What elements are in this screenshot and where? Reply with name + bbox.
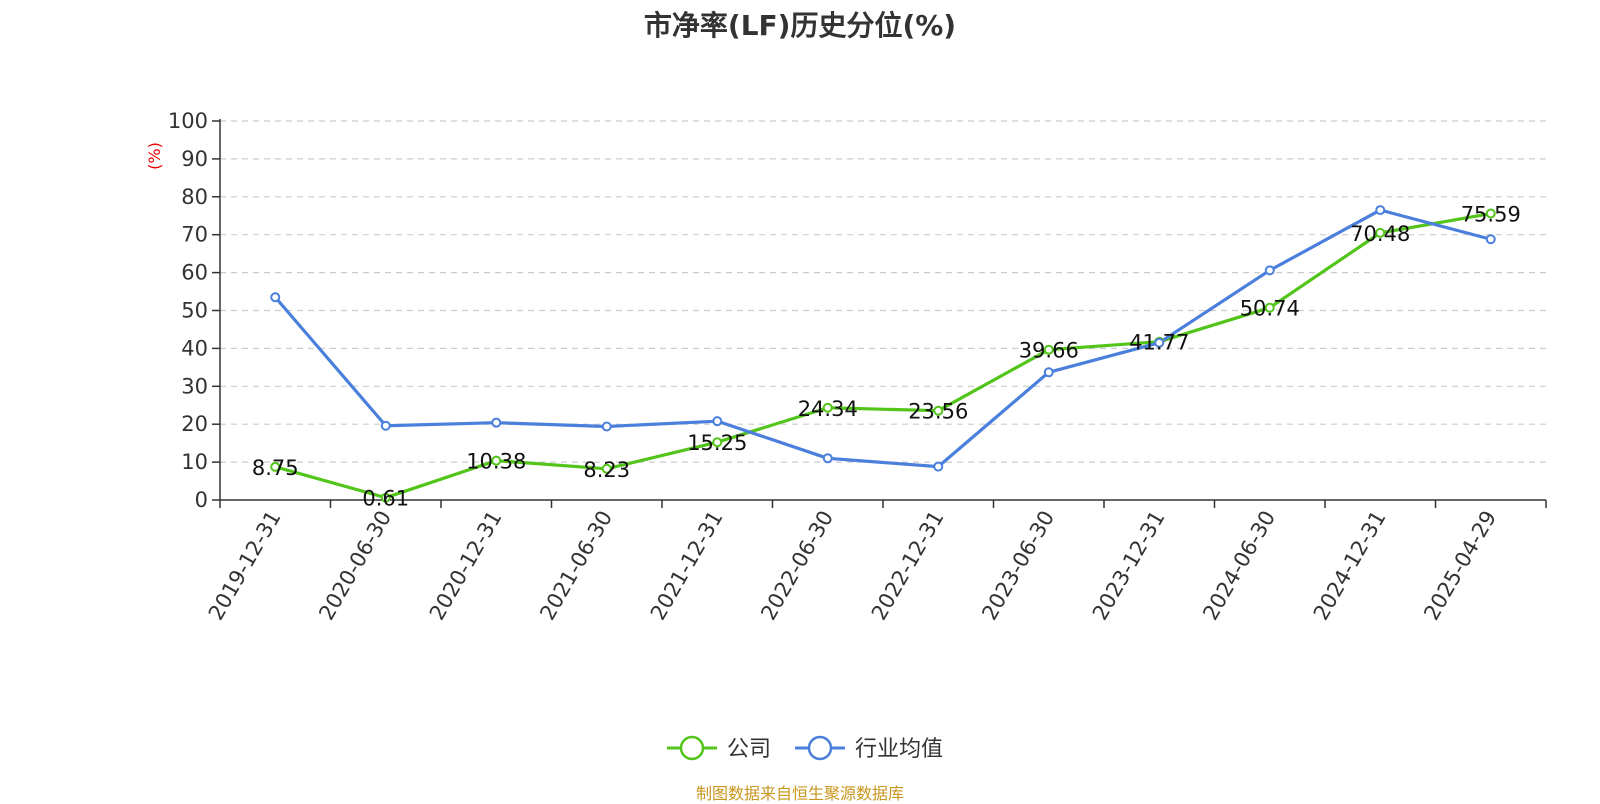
- legend-marker-icon: [679, 735, 705, 761]
- y-tick-label: 20: [181, 412, 208, 436]
- legend-item-industry[interactable]: 行业均值: [795, 735, 943, 762]
- industry-point: [270, 292, 281, 303]
- x-tick-label: 2024-12-31: [1309, 507, 1391, 625]
- chart-title: 市净率(LF)历史分位(%): [643, 9, 957, 42]
- data-label: 23.56: [908, 400, 968, 424]
- data-label: 41.77: [1129, 331, 1189, 355]
- source-note: 制图数据来自恒生聚源数据库: [695, 784, 904, 803]
- data-label: 70.48: [1350, 222, 1410, 246]
- x-tick-label: 2021-06-30: [535, 507, 617, 625]
- grid-lines: [220, 120, 1546, 463]
- industry-line: [274, 208, 1492, 469]
- company-point: [380, 492, 391, 503]
- series: [270, 205, 1496, 503]
- x-tick-label: 2019-12-31: [204, 507, 286, 625]
- data-label: 50.74: [1240, 297, 1300, 321]
- industry-point: [1154, 337, 1165, 348]
- industry-point: [933, 461, 944, 472]
- data-label: 75.59: [1461, 203, 1521, 227]
- x-tick-label: 2023-06-30: [977, 507, 1059, 625]
- y-tick-label: 30: [181, 374, 208, 398]
- company-point: [1375, 227, 1386, 238]
- x-tick-label: 2024-06-30: [1198, 507, 1280, 625]
- y-tick-label: 10: [181, 450, 208, 474]
- y-axis-label: (%): [145, 142, 164, 170]
- company-point: [712, 437, 723, 448]
- company-point: [491, 455, 502, 466]
- industry-point: [712, 416, 723, 427]
- data-label: 8.75: [252, 456, 299, 480]
- data-label: 39.66: [1019, 339, 1079, 363]
- y-tick-label: 50: [181, 299, 208, 323]
- industry-point: [1043, 367, 1054, 378]
- company-point: [601, 463, 612, 474]
- data-label: 15.25: [687, 431, 747, 455]
- y-tick-label: 100: [168, 109, 208, 133]
- industry-point: [380, 420, 391, 431]
- company-point: [1043, 344, 1054, 355]
- data-label: 10.38: [466, 450, 526, 474]
- industry-point: [491, 417, 502, 428]
- x-tick-label: 2022-12-31: [867, 507, 949, 625]
- legend-label: 公司: [727, 737, 771, 762]
- data-label: 8.23: [583, 458, 630, 482]
- data-label: 0.61: [362, 487, 409, 511]
- axes: 0 10 20 30 40 50 60 70 80 90 100 2019-12-31 2020-06-…: [168, 109, 1547, 625]
- x-tick-label: 2020-12-31: [425, 507, 507, 625]
- x-tick-label: 2022-06-30: [756, 507, 838, 625]
- company-line: [274, 211, 1492, 500]
- data-labels: 8.75 0.61 10.38 8.23 15.25 24.34 23.56 39.66 41.…: [252, 203, 1521, 511]
- y-tick-label: 40: [181, 336, 208, 360]
- y-tick-label: 60: [181, 261, 208, 285]
- y-tick-label: 80: [181, 185, 208, 209]
- industry-point: [1375, 205, 1386, 216]
- legend-marker-icon: [807, 735, 833, 761]
- industry-point: [601, 421, 612, 432]
- x-tick-label: 2025-04-29: [1419, 507, 1501, 625]
- x-tick-label: 2021-12-31: [646, 507, 728, 625]
- y-tick-label: 0: [195, 488, 208, 512]
- x-tick-label: 2023-12-31: [1088, 507, 1170, 625]
- legend-item-company[interactable]: 公司: [667, 735, 771, 762]
- y-tick-label: 90: [181, 147, 208, 171]
- company-point: [822, 402, 833, 413]
- company-point: [1264, 302, 1275, 313]
- legend[interactable]: 公司 行业均值: [667, 735, 943, 762]
- x-tick-label: 2020-06-30: [314, 507, 396, 625]
- company-point: [270, 461, 281, 472]
- industry-point: [822, 453, 833, 464]
- y-tick-label: 70: [181, 223, 208, 247]
- industry-point: [1485, 234, 1496, 245]
- data-label: 24.34: [798, 397, 858, 421]
- company-point: [933, 405, 944, 416]
- industry-point: [1264, 265, 1275, 276]
- company-point: [1485, 208, 1496, 219]
- legend-label: 行业均值: [855, 737, 943, 762]
